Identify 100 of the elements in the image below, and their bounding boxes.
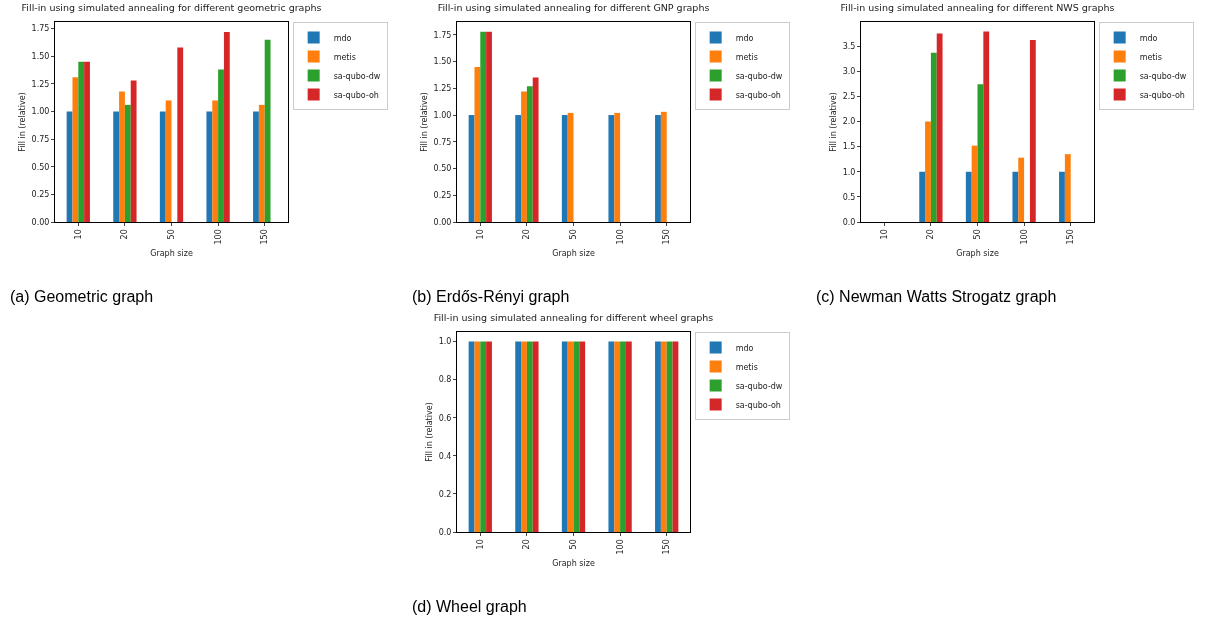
bar <box>480 31 487 222</box>
y-tick-label: 3.5 <box>842 41 856 51</box>
text: (c) Newman Watts Strogatz graph <box>816 288 1057 305</box>
bar <box>567 112 574 222</box>
y-tick-label: 1.0 <box>842 167 856 177</box>
bar <box>72 77 79 222</box>
x-tick-label: 50 <box>569 539 579 550</box>
bar <box>258 104 265 222</box>
legend-label: sa-qubo-oh <box>735 90 781 100</box>
x-tick-label: 20 <box>926 229 936 240</box>
bar <box>614 112 621 222</box>
y-tick-label: 1.25 <box>31 79 50 89</box>
y-tick-label: 0.00 <box>31 217 50 227</box>
legend-label: metis <box>735 52 758 62</box>
y-tick-label: 0.6 <box>438 413 452 423</box>
legend-label: mdo <box>1139 33 1158 43</box>
x-tick-label: 50 <box>569 229 579 240</box>
bar <box>526 86 533 222</box>
chart-title: Fill-in using simulated annealing for different wheel graphs <box>433 312 714 324</box>
y-tick-label: 0.75 <box>31 134 50 144</box>
x-tick-label: 20 <box>120 229 130 240</box>
y-tick-label: 1.00 <box>433 110 452 120</box>
y-tick-label: 1.50 <box>31 52 50 62</box>
x-tick-label: 150 <box>1066 229 1076 245</box>
y-tick-label: 2.5 <box>842 92 856 102</box>
y-axis-title: Fill in (relative) <box>18 92 28 152</box>
y-tick-label: 1.25 <box>433 84 452 94</box>
legend-label: sa-qubo-oh <box>333 90 379 100</box>
legend-label: sa-qubo-dw <box>735 381 783 391</box>
y-tick-label: 0.00 <box>433 217 452 227</box>
bar <box>965 171 972 222</box>
bar <box>521 91 527 222</box>
y-tick-label: 0.25 <box>31 190 50 200</box>
bar <box>119 91 125 222</box>
legend-label: sa-qubo-dw <box>333 71 381 81</box>
bar <box>1012 171 1019 222</box>
bar <box>919 171 926 222</box>
bar <box>561 115 568 222</box>
y-tick-label: 3.0 <box>842 67 856 77</box>
x-tick-label: 100 <box>615 229 625 245</box>
y-tick-label: 0.0 <box>438 527 452 537</box>
legend-label: mdo <box>735 343 754 353</box>
y-tick-label: 1.75 <box>433 30 452 40</box>
bar <box>264 39 271 222</box>
bar <box>1018 157 1025 222</box>
x-tick-label: 150 <box>260 229 270 245</box>
bar <box>165 100 172 222</box>
x-tick-label: 10 <box>879 229 889 240</box>
chart-title: Fill-in using simulated annealing for different GNP graphs <box>437 2 710 14</box>
bar <box>925 121 931 222</box>
text: (b) Erdős-Rényi graph <box>412 288 570 305</box>
bar <box>159 111 166 222</box>
x-tick-label: 100 <box>615 539 625 555</box>
x-axis-title: Graph size <box>150 248 193 258</box>
y-tick-label: 0.50 <box>31 162 50 172</box>
chart-title: Fill-in using simulated annealing for different geometric graphs <box>21 2 322 14</box>
legend-label: mdo <box>333 33 352 43</box>
x-tick-label: 50 <box>167 229 177 240</box>
y-tick-label: 0.50 <box>433 164 452 174</box>
x-tick-label: 10 <box>475 539 485 550</box>
y-tick-label: 0.5 <box>842 192 856 202</box>
y-tick-label: 1.0 <box>438 337 452 347</box>
bar <box>930 52 937 222</box>
bar <box>532 77 539 222</box>
bar <box>936 33 943 222</box>
x-tick-label: 100 <box>213 229 223 245</box>
x-tick-label: 50 <box>973 229 983 240</box>
bar <box>218 69 224 222</box>
y-axis-title: Fill in (relative) <box>829 92 839 152</box>
text: (d) Wheel graph <box>412 598 527 615</box>
y-tick-label: 0.2 <box>438 489 452 499</box>
x-tick-label: 10 <box>73 229 83 240</box>
legend-label: sa-qubo-dw <box>735 71 783 81</box>
bar <box>608 115 615 222</box>
x-tick-label: 20 <box>522 539 532 550</box>
bar <box>515 115 522 222</box>
bar <box>474 66 481 222</box>
x-axis-title: Graph size <box>552 248 595 258</box>
y-tick-label: 0.4 <box>438 451 452 461</box>
bar <box>1064 154 1071 222</box>
legend-label: sa-qubo-dw <box>1139 71 1187 81</box>
bar <box>971 145 978 222</box>
legend-label: sa-qubo-oh <box>735 400 781 410</box>
bar <box>660 111 667 222</box>
bar <box>1059 171 1065 222</box>
bar <box>130 80 137 222</box>
x-tick-label: 10 <box>475 229 485 240</box>
y-tick-label: 1.50 <box>433 57 452 67</box>
bar <box>212 100 219 222</box>
legend-label: mdo <box>735 33 754 43</box>
bar <box>253 111 259 222</box>
y-tick-label: 2.0 <box>842 117 856 127</box>
chart-title: Fill-in using simulated annealing for different NWS graphs <box>840 2 1115 14</box>
y-tick-label: 0.0 <box>842 217 856 227</box>
y-tick-label: 1.5 <box>842 142 856 152</box>
y-axis-title: Fill in (relative) <box>425 402 435 462</box>
bar <box>486 31 492 222</box>
y-axis-title: Fill in (relative) <box>420 92 430 152</box>
bar <box>84 61 90 222</box>
x-tick-label: 100 <box>1019 229 1029 245</box>
